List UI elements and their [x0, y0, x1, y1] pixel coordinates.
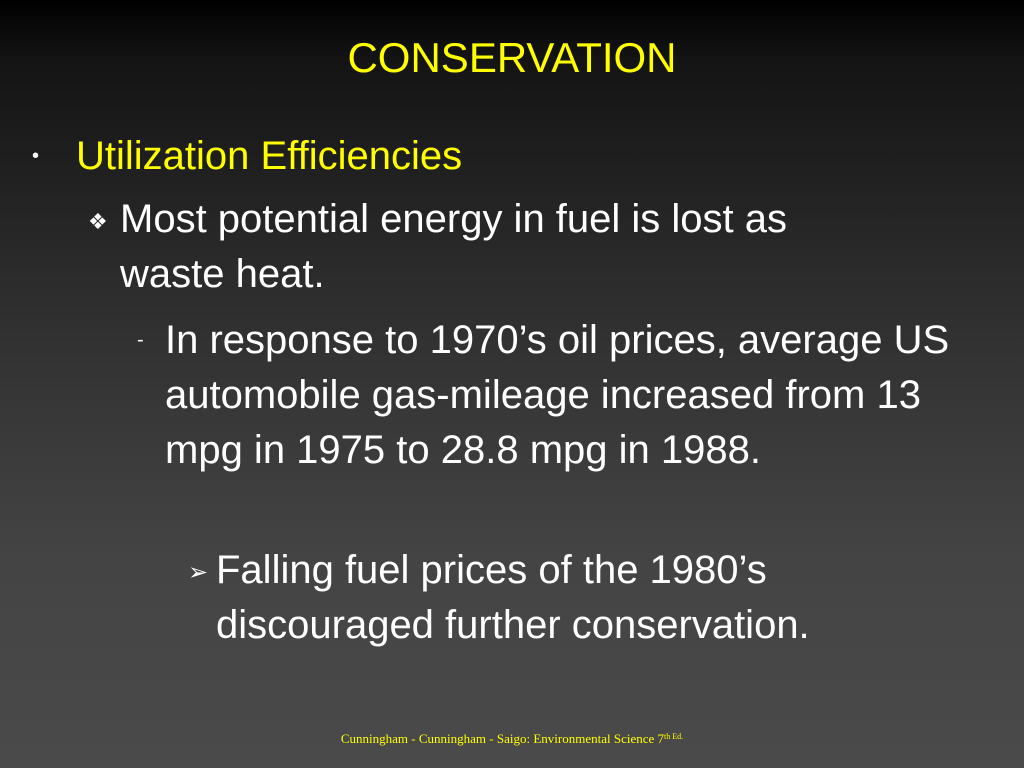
bullet-level-2-text: Most potential energy in fuel is lost as… — [120, 197, 788, 296]
dash-bullet-icon: - — [137, 329, 144, 351]
bullet-level-4-text: Falling fuel prices of the 1980’s discou… — [216, 548, 810, 647]
bullet-level-3: - In response to 1970’s oil prices, aver… — [137, 313, 995, 478]
bullet-level-3-text: In response to 1970’s oil prices, averag… — [165, 318, 950, 472]
bullet-level-1: • Utilization Efficiencies — [32, 130, 976, 182]
bullet-level-4: ➢ Falling fuel prices of the 1980’s disc… — [188, 543, 956, 653]
diamond-bullet-icon: ❖ — [88, 209, 108, 234]
slide-footer: Cunningham - Cunningham - Saigo: Environ… — [0, 730, 1024, 748]
arrow-bullet-icon: ➢ — [188, 559, 209, 586]
slide-title: CONSERVATION — [347, 34, 677, 81]
footer-citation: Cunningham - Cunningham - Saigo: Environ… — [340, 731, 665, 746]
bullet-level-1-text: Utilization Efficiencies — [76, 134, 463, 178]
dot-bullet-icon: • — [32, 145, 40, 167]
footer-edition-superscript: th Ed. — [664, 732, 684, 741]
bullet-level-2: ❖ Most potential energy in fuel is lost … — [88, 192, 900, 302]
